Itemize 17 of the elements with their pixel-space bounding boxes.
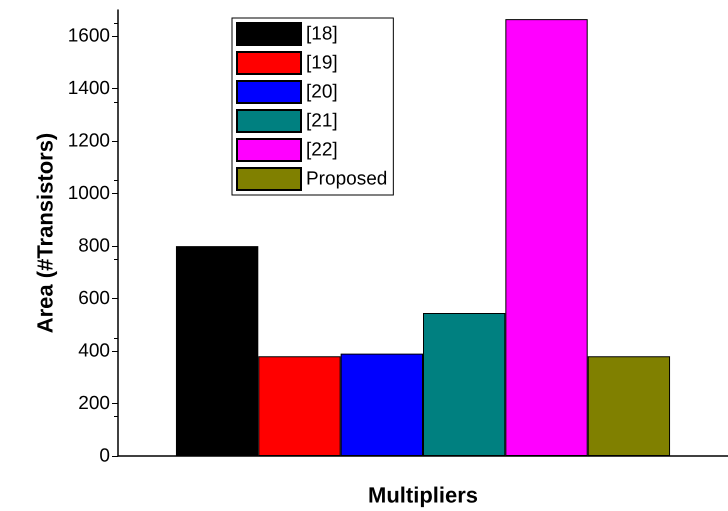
legend-label: [20] [306, 82, 338, 102]
y-tick-label: 1200 [68, 130, 110, 152]
legend-label: [19] [306, 52, 338, 74]
y-tick-label: 800 [78, 236, 110, 257]
y-tick-label: 400 [78, 340, 110, 362]
y-tick-label: 1600 [68, 26, 110, 47]
y-tick-label: 1000 [68, 183, 110, 204]
legend-label: [18] [306, 24, 338, 44]
legend-label: Proposed [306, 168, 388, 190]
legend-label: [21] [306, 110, 338, 132]
legend-label: [22] [306, 140, 338, 160]
y-tick-label: 200 [78, 393, 110, 414]
y-tick-label: 0 [99, 446, 110, 466]
x-axis-title: Multipliers [368, 482, 478, 508]
y-axis-title: Area (#Transistors) [32, 132, 58, 334]
y-tick-label: 1400 [68, 78, 110, 100]
y-tick-label: 600 [78, 288, 110, 310]
